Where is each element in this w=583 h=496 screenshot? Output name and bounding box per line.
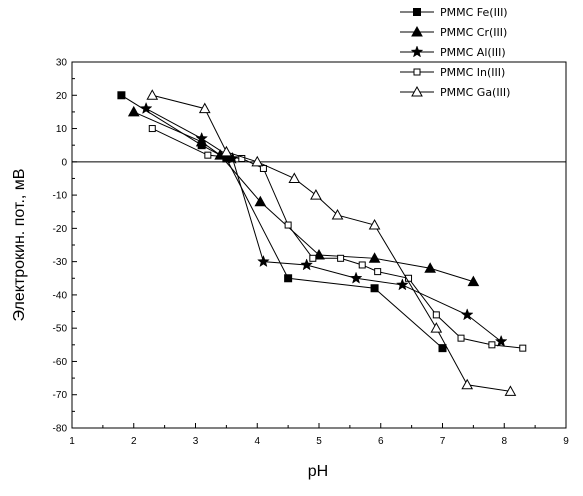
- data-point: [300, 258, 314, 271]
- y-tick-label: -60: [53, 357, 68, 368]
- data-point: [358, 261, 366, 269]
- data-point: [349, 271, 363, 284]
- data-point: [284, 274, 293, 283]
- data-point: [310, 189, 322, 200]
- data-point: [139, 101, 153, 115]
- data-point: [148, 125, 156, 133]
- data-point: [117, 91, 126, 100]
- x-tick-label: 6: [378, 436, 384, 447]
- data-point: [488, 341, 496, 349]
- data-point: [220, 145, 233, 157]
- legend-item: PMMC Ga(III): [400, 85, 510, 99]
- data-point: [457, 334, 465, 342]
- legend: PMMC Fe(III) PMMC Cr(III) PMMC Al(III) PMMC…: [400, 6, 510, 99]
- y-tick-label: -30: [53, 257, 68, 268]
- data-point: [238, 154, 246, 162]
- data-point: [284, 221, 292, 229]
- data-point: [251, 155, 264, 167]
- x-tick-label: 8: [501, 436, 507, 447]
- y-tick-label: -70: [53, 390, 68, 401]
- data-point: [460, 308, 474, 321]
- series-layer: [117, 89, 527, 396]
- data-point: [331, 209, 344, 220]
- data-point: [288, 172, 301, 183]
- data-point: [254, 195, 267, 207]
- data-point: [494, 334, 508, 347]
- legend-label: PMMC Cr(III): [440, 26, 507, 39]
- series-3: [139, 101, 508, 347]
- x-tick-label: 5: [316, 436, 322, 447]
- series-line: [133, 111, 474, 283]
- legend-label: PMMC Al(III): [440, 46, 506, 59]
- series-line: [152, 94, 511, 392]
- legend-marker: [411, 85, 423, 97]
- x-tick-label: 9: [563, 436, 569, 447]
- y-tick-label: 0: [61, 157, 67, 168]
- legend-marker: [411, 25, 423, 37]
- y-tick-label: -10: [53, 191, 68, 202]
- data-point: [467, 275, 480, 287]
- series-4: [148, 125, 527, 352]
- data-point: [370, 284, 379, 293]
- legend-label: PMMC In(III): [440, 66, 505, 79]
- x-axis-title: pH: [308, 463, 328, 480]
- y-tick-label: 10: [56, 124, 68, 135]
- data-point: [461, 378, 474, 390]
- x-tick-label: 7: [440, 436, 446, 447]
- legend-marker: [413, 8, 421, 16]
- data-point: [430, 322, 443, 333]
- y-tick-label: 30: [56, 58, 68, 69]
- legend-item: PMMC Cr(III): [400, 25, 507, 39]
- data-point: [424, 262, 436, 273]
- data-point: [504, 385, 517, 396]
- data-point: [313, 248, 325, 260]
- y-tick-label: -40: [53, 290, 68, 301]
- data-point: [438, 344, 447, 353]
- x-tick-label: 2: [131, 436, 137, 447]
- data-point: [195, 131, 209, 144]
- x-tick-label: 3: [193, 436, 199, 447]
- data-point: [368, 219, 381, 230]
- data-point: [127, 105, 140, 117]
- x-tick-label: 1: [69, 436, 75, 447]
- series-line: [121, 94, 443, 349]
- data-point: [337, 254, 345, 262]
- series-5: [146, 89, 517, 396]
- series-2: [127, 105, 480, 287]
- y-axis-title: Электрокин. пот., мВ: [11, 169, 28, 322]
- legend-item: PMMC Fe(III): [400, 6, 508, 19]
- y-tick-label: -50: [53, 324, 68, 335]
- legend-label: PMMC Ga(III): [440, 86, 510, 99]
- data-point: [204, 151, 212, 159]
- data-point: [146, 89, 159, 100]
- data-point: [257, 254, 270, 268]
- axis-ticks: 30 20 10 0 -10 -20 -30 -40 -50 -60 -70 -801 2 3 4 5 6 7 8 9: [53, 58, 570, 448]
- data-point: [309, 254, 317, 262]
- data-point: [374, 268, 382, 276]
- x-tick-label: 4: [254, 436, 260, 447]
- y-tick-label: 20: [56, 91, 68, 102]
- legend-marker: [413, 68, 421, 76]
- legend-label: PMMC Fe(III): [440, 6, 508, 19]
- data-point: [519, 344, 527, 352]
- legend-item: PMMC In(III): [400, 66, 505, 79]
- data-point: [198, 102, 211, 114]
- y-tick-label: -80: [53, 424, 68, 435]
- data-point: [259, 164, 267, 172]
- legend-item: PMMC Al(III): [400, 45, 506, 59]
- data-point: [432, 311, 440, 319]
- data-point: [368, 252, 381, 263]
- data-point: [395, 278, 409, 291]
- y-tick-label: -20: [53, 224, 68, 235]
- series-line: [152, 128, 523, 349]
- legend-marker: [410, 45, 424, 58]
